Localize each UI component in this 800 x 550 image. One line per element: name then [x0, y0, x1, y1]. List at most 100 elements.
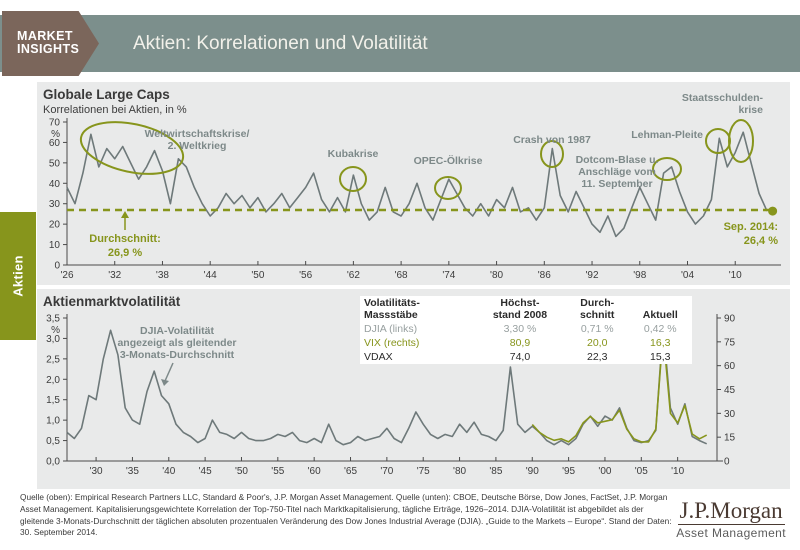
- table-row-vix: VIX (rechts) 80,9 20,0 16,3: [360, 336, 692, 350]
- svg-text:%: %: [51, 129, 60, 140]
- correlation-chart-panel: Globale Large Caps Korrelationen bei Akt…: [37, 82, 790, 285]
- djia-annotation-arrow-icon: [161, 362, 174, 386]
- svg-text:'04: '04: [681, 270, 694, 281]
- annotation-djia-volatility: DJIA-Volatilität angezeigt als gleitende…: [117, 325, 237, 361]
- annotation-lehman: Lehman-Pleite: [631, 129, 703, 141]
- correlation-chart-title: Globale Large Caps: [43, 87, 170, 102]
- svg-text:0,0: 0,0: [46, 457, 60, 468]
- crisis-ellipse-staatsschulden: [728, 119, 754, 163]
- source-note: Quelle (oben): Empirical Research Partne…: [20, 492, 672, 538]
- svg-text:'62: '62: [347, 270, 360, 281]
- crisis-ellipse-crash87: [540, 140, 564, 168]
- table-row-vdax: VDAX 74,0 22,3 15,3: [360, 350, 692, 364]
- svg-text:'80: '80: [490, 270, 503, 281]
- svg-text:3,5: 3,5: [46, 314, 60, 325]
- sidebar-tab-aktien: Aktien: [0, 212, 36, 340]
- sidebar-tab-label: Aktien: [10, 255, 26, 297]
- cell-value: 20,0: [586, 337, 608, 349]
- svg-text:'10: '10: [729, 270, 742, 281]
- average-arrow-icon: [121, 211, 129, 230]
- svg-text:30: 30: [724, 409, 736, 420]
- col-header-current: Aktuell: [642, 309, 678, 321]
- annotation-staatsschulden: Staatsschulden- krise: [681, 92, 763, 116]
- svg-text:%: %: [51, 325, 60, 336]
- market-insights-badge: MARKET INSIGHTS: [2, 11, 99, 76]
- svg-text:'26: '26: [60, 270, 73, 281]
- svg-text:'10: '10: [671, 466, 684, 477]
- volatility-line-chart: '30 '35 '40 '45 '50 '55 '60 '65 '70 '75 '80 '85 '90 '…: [46, 314, 736, 478]
- svg-text:2,5: 2,5: [46, 354, 60, 365]
- correlation-chart-subtitle: Korrelationen bei Aktien, in %: [43, 104, 187, 116]
- svg-text:'60: '60: [308, 466, 321, 477]
- volatility-chart-title: Aktienmarktvolatilität: [43, 294, 181, 309]
- svg-text:'95: '95: [562, 466, 575, 477]
- table-header-row: Volatilitäts- Massstäbe Höchst- stand 20…: [360, 296, 692, 322]
- col-header-measures: Volatilitäts- Massstäbe: [364, 297, 420, 321]
- jpmorgan-logo-wordmark: J.P.Morgan: [677, 498, 785, 525]
- latest-value-label: Sep. 2014: 26,4 %: [723, 221, 778, 247]
- table-row-djia: DJIA (links) 3,30 % 0,71 % 0,42 %: [360, 322, 692, 336]
- svg-text:'30: '30: [90, 466, 103, 477]
- annotation-kubakrise: Kubakrise: [327, 148, 379, 160]
- svg-text:'70: '70: [380, 466, 393, 477]
- svg-text:'65: '65: [344, 466, 357, 477]
- svg-text:'05: '05: [635, 466, 648, 477]
- row-label: VIX (rechts): [364, 337, 420, 349]
- svg-text:15: 15: [724, 433, 736, 444]
- cell-value: 74,0: [509, 351, 531, 363]
- svg-text:0: 0: [724, 457, 730, 468]
- market-insights-label: MARKET INSIGHTS: [17, 29, 80, 56]
- svg-text:'68: '68: [395, 270, 408, 281]
- cell-value: 80,9: [509, 337, 531, 349]
- annotation-opec: OPEC-Ölkrise: [413, 155, 483, 167]
- cell-value: 22,3: [586, 351, 608, 363]
- svg-text:'56: '56: [299, 270, 312, 281]
- svg-text:'40: '40: [162, 466, 175, 477]
- row-label: VDAX: [364, 351, 393, 363]
- header-bar: Aktien: Korrelationen und Volatilität MA…: [0, 11, 800, 76]
- average-label: Durchschnitt: 26,9 %: [89, 233, 161, 259]
- cell-value: 0,42 %: [643, 323, 677, 335]
- svg-text:10: 10: [49, 240, 61, 251]
- svg-text:'00: '00: [598, 466, 611, 477]
- svg-text:1,0: 1,0: [46, 416, 60, 427]
- crisis-ellipse-dotcom: [652, 157, 682, 181]
- col-header-peak2008: Höchst- stand 2008: [492, 297, 548, 321]
- annotation-dotcom: Dotcom-Blase u. Anschläge vom 11. Septem…: [575, 154, 659, 190]
- svg-text:40: 40: [49, 179, 61, 190]
- svg-text:'80: '80: [453, 466, 466, 477]
- svg-text:'55: '55: [271, 466, 284, 477]
- svg-text:1,5: 1,5: [46, 395, 60, 406]
- svg-text:30: 30: [49, 199, 61, 210]
- svg-text:45: 45: [724, 385, 736, 396]
- svg-text:0: 0: [54, 261, 60, 272]
- svg-text:'75: '75: [417, 466, 430, 477]
- cell-value: 3,30 %: [503, 323, 537, 335]
- col-header-average: Durch- schnitt: [579, 297, 615, 321]
- svg-text:'32: '32: [108, 270, 121, 281]
- svg-text:'92: '92: [586, 270, 599, 281]
- svg-text:'90: '90: [526, 466, 539, 477]
- svg-text:90: 90: [724, 314, 736, 325]
- svg-text:'98: '98: [633, 270, 646, 281]
- svg-text:3,0: 3,0: [46, 334, 60, 345]
- svg-text:20: 20: [49, 220, 61, 231]
- crisis-ellipse-weltwirtschaftskrise: [79, 121, 185, 175]
- annotation-crash87: Crash von 1987: [513, 134, 591, 146]
- row-label: DJIA (links): [364, 323, 418, 335]
- cell-value: 0,71 %: [580, 323, 614, 335]
- jpmorgan-logo-subline: Asset Management: [676, 526, 786, 540]
- svg-text:'38: '38: [156, 270, 169, 281]
- svg-text:'85: '85: [489, 466, 502, 477]
- volatility-table: Volatilitäts- Massstäbe Höchst- stand 20…: [360, 296, 692, 364]
- svg-text:'45: '45: [199, 466, 212, 477]
- svg-text:60: 60: [724, 361, 736, 372]
- svg-text:50: 50: [49, 158, 61, 169]
- cell-value: 16,3: [650, 337, 671, 349]
- volatility-chart-panel: Aktienmarktvolatilität '30 '35 '40 '45 '50 '5…: [37, 289, 790, 489]
- svg-text:70: 70: [49, 118, 61, 129]
- page-title: Aktien: Korrelationen und Volatilität: [133, 33, 428, 54]
- svg-text:0,5: 0,5: [46, 436, 60, 447]
- jpmorgan-logo: J.P.Morgan Asset Management: [676, 498, 786, 541]
- cell-value: 15,3: [650, 351, 671, 363]
